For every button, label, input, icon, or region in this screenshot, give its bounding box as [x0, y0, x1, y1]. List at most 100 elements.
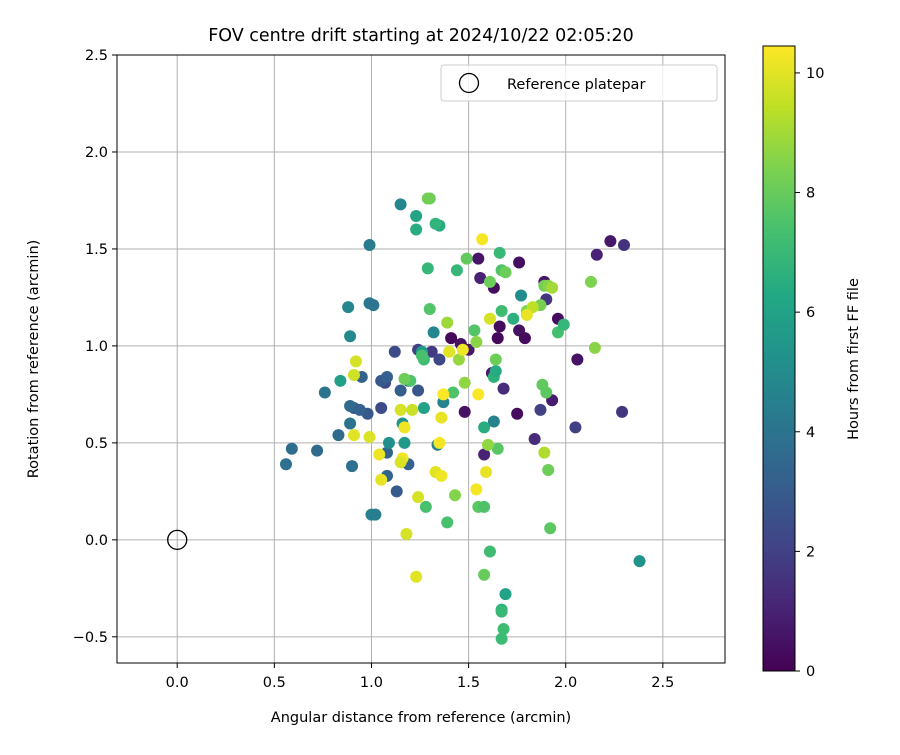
legend: Reference platepar: [440, 64, 718, 102]
data-point: [311, 444, 324, 457]
data-point: [491, 332, 504, 345]
data-point: [489, 365, 502, 378]
data-point: [483, 275, 496, 288]
data-point: [493, 246, 506, 259]
data-point: [367, 299, 380, 312]
colorbar: [762, 45, 796, 672]
data-point: [349, 355, 362, 368]
data-point: [478, 448, 491, 461]
data-point: [388, 345, 401, 358]
data-point: [381, 370, 394, 383]
data-point: [513, 256, 526, 269]
data-point: [347, 429, 360, 442]
data-point: [540, 386, 553, 399]
colorbar-tick-label: 10: [806, 66, 824, 82]
data-point: [487, 415, 500, 428]
data-point: [633, 555, 646, 568]
data-point: [429, 217, 442, 230]
data-point: [363, 239, 376, 252]
colorbar-tick-label: 8: [806, 186, 815, 202]
y-axis-ticks: −0.5 0.0 0.5 1.0 1.5 2.0 2.5: [73, 48, 117, 646]
y-tick-label: 2.0: [85, 145, 108, 161]
data-point: [433, 436, 446, 449]
x-tick-label: 0.5: [263, 675, 286, 691]
data-point: [406, 403, 419, 416]
x-tick-label: 2.5: [651, 675, 674, 691]
data-point: [398, 372, 411, 385]
data-point: [470, 336, 483, 349]
data-point: [410, 223, 423, 236]
data-point: [588, 341, 601, 354]
data-point: [460, 252, 473, 265]
data-point: [318, 386, 331, 399]
data-point: [410, 209, 423, 222]
data-point: [478, 568, 491, 581]
data-point: [344, 400, 357, 413]
data-point: [617, 239, 630, 252]
y-tick-label: 2.5: [85, 48, 108, 64]
data-point: [507, 312, 520, 325]
colorbar-tick-label: 6: [806, 305, 815, 321]
data-point: [478, 421, 491, 434]
data-point: [433, 353, 446, 366]
legend-box: [440, 64, 718, 102]
colorbar-ticks: 0 2 4 6 8 10: [795, 66, 824, 680]
data-point: [400, 528, 413, 541]
x-axis-ticks: 0.0 0.5 1.0 1.5 2.0 2.5: [166, 663, 674, 691]
data-point: [448, 489, 461, 502]
chart-title: FOV centre drift starting at 2024/10/22 …: [208, 26, 634, 46]
data-point: [518, 332, 531, 345]
y-axis-label: Rotation from reference (arcmin): [26, 240, 42, 479]
data-point: [482, 438, 495, 451]
data-point: [369, 508, 382, 521]
data-point: [441, 316, 454, 329]
y-tick-label: 0.5: [85, 436, 108, 452]
data-point: [417, 401, 430, 414]
data-point: [538, 446, 551, 459]
data-point: [415, 349, 428, 362]
data-point: [410, 570, 423, 583]
data-point: [390, 485, 403, 498]
data-point: [557, 318, 570, 331]
data-point: [382, 436, 395, 449]
data-point: [534, 403, 547, 416]
data-point: [421, 192, 434, 205]
data-point: [472, 252, 485, 265]
x-tick-label: 0.0: [166, 675, 189, 691]
data-point: [472, 388, 485, 401]
legend-marker-open-circle: [458, 72, 480, 94]
x-tick-label: 1.0: [360, 675, 383, 691]
data-point: [590, 248, 603, 261]
data-point: [353, 403, 366, 416]
data-point: [497, 382, 510, 395]
data-point: [452, 353, 465, 366]
data-point: [419, 500, 432, 513]
data-point: [394, 384, 407, 397]
data-point: [423, 303, 436, 316]
x-axis-label: Angular distance from reference (arcmin): [271, 710, 571, 726]
data-point: [363, 431, 376, 444]
data-point: [447, 386, 460, 399]
data-point: [425, 345, 438, 358]
data-point: [474, 272, 487, 285]
data-point: [342, 301, 355, 314]
data-point: [616, 405, 629, 418]
data-point: [520, 308, 533, 321]
data-point: [443, 345, 456, 358]
data-point: [544, 522, 557, 535]
data-point: [344, 417, 357, 430]
data-point: [437, 388, 450, 401]
data-point: [279, 458, 292, 471]
plot-frame: [116, 54, 726, 664]
data-point: [499, 266, 512, 279]
x-tick-label: 1.5: [457, 675, 480, 691]
y-tick-label: −0.5: [73, 630, 108, 646]
data-point: [497, 623, 510, 636]
data-point: [347, 369, 360, 381]
data-point: [375, 473, 388, 486]
data-point: [458, 376, 471, 389]
data-point: [456, 343, 469, 356]
data-point: [441, 516, 454, 529]
data-point: [285, 442, 298, 455]
